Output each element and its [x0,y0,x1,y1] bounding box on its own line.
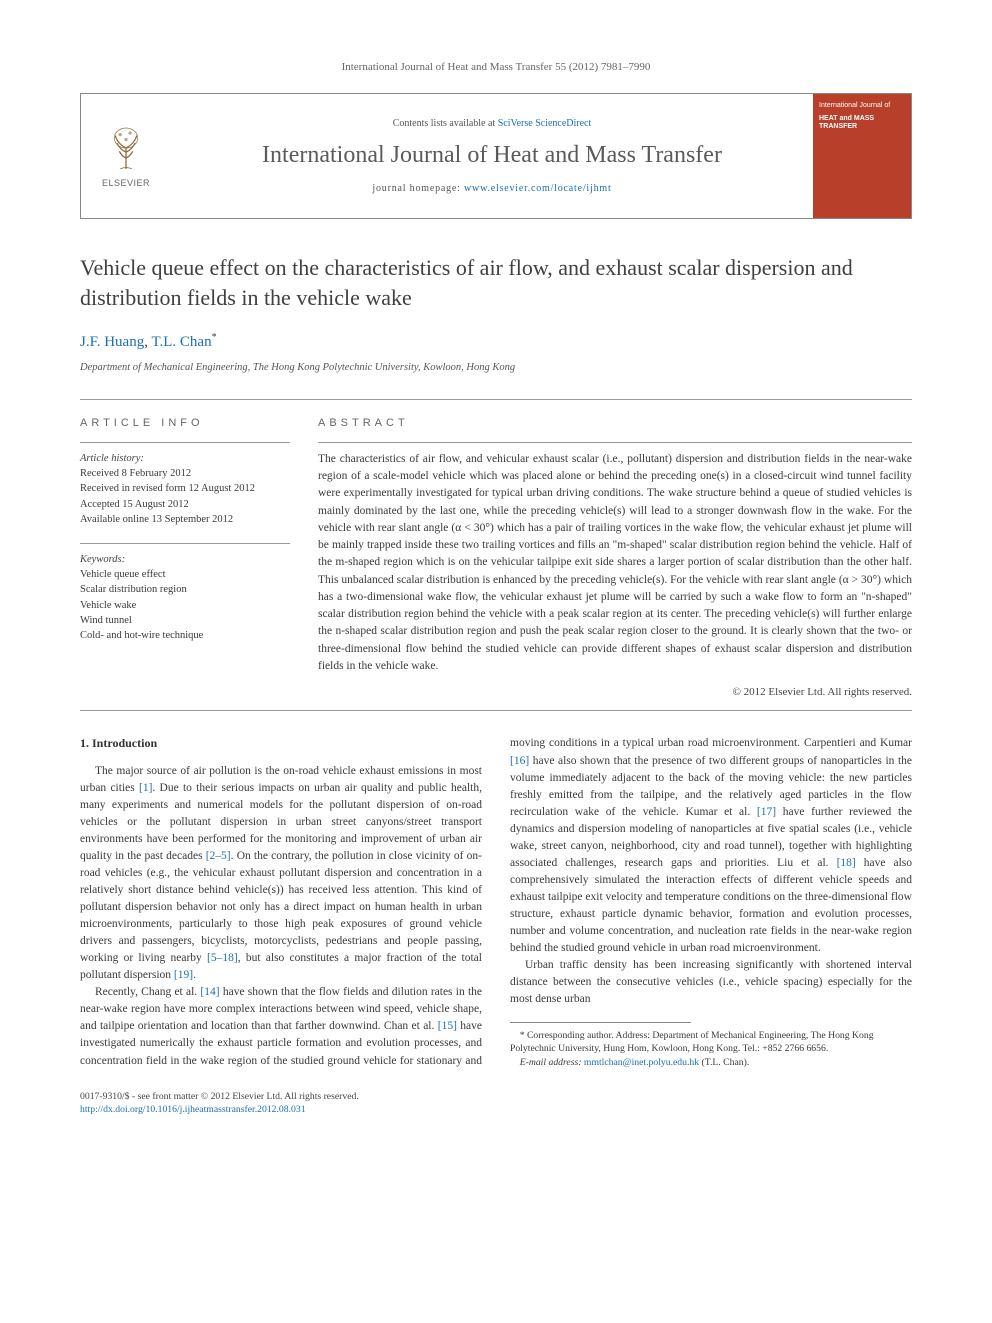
journal-cover-thumb: International Journal of HEAT and MASS T… [813,94,911,218]
publisher-logo-cell: ELSEVIER [81,94,171,218]
front-matter-line: 0017-9310/$ - see front matter © 2012 El… [80,1090,912,1104]
contents-prefix: Contents lists available at [393,118,498,129]
cite-5[interactable]: [14] [200,986,219,998]
author-link-2[interactable]: T.L. Chan [151,334,211,350]
info-divider-2 [80,543,290,544]
publisher-label: ELSEVIER [102,177,150,190]
cite-4[interactable]: [19] [174,969,193,981]
elsevier-tree-icon [101,123,151,173]
contents-available-line: Contents lists available at SciVerse Sci… [393,117,592,131]
body-two-column: 1. Introduction The major source of air … [80,735,912,1069]
abstract-text: The characteristics of air flow, and veh… [318,451,912,675]
p2a: Recently, Chang et al. [95,986,200,998]
keyword-4: Wind tunnel [80,613,290,628]
footnotes: * Corresponding author. Address: Departm… [510,1029,912,1070]
cover-title-line1: International Journal of [819,102,905,110]
keywords-block: Keywords: Vehicle queue effect Scalar di… [80,552,290,643]
keyword-5: Cold- and hot-wire technique [80,628,290,643]
info-divider-1 [80,442,290,443]
homepage-line: journal homepage: www.elsevier.com/locat… [372,182,611,196]
keyword-3: Vehicle wake [80,598,290,613]
page-footer: 0017-9310/$ - see front matter © 2012 El… [80,1090,912,1117]
email-suffix: (T.L. Chan). [699,1057,749,1068]
p1e: . [193,969,196,981]
info-abstract-row: article info Article history: Received 8… [80,416,912,700]
author-link-1[interactable]: J.F. Huang [80,334,144,350]
homepage-link[interactable]: www.elsevier.com/locate/ijhmt [464,183,612,194]
cite-8[interactable]: [17] [757,806,776,818]
cite-1[interactable]: [1] [139,782,152,794]
history-subhead: Article history: [80,451,290,466]
corresponding-marker: * [212,332,217,343]
paragraph-3: Urban traffic density has been increasin… [510,957,912,1008]
journal-title: International Journal of Heat and Mass T… [262,139,722,173]
article-info-heading: article info [80,416,290,431]
page: International Journal of Heat and Mass T… [0,0,992,1157]
article-title: Vehicle queue effect on the characterist… [80,253,912,312]
history-revised: Received in revised form 12 August 2012 [80,481,290,496]
email-footnote: E-mail address: mmtlchan@inet.polyu.edu.… [510,1056,912,1070]
cite-2[interactable]: [2–5] [206,850,231,862]
journal-header-box: ELSEVIER Contents lists available at Sci… [80,93,912,219]
article-info-column: article info Article history: Received 8… [80,416,290,700]
p1c: . On the contrary, the pollution in clos… [80,850,482,964]
doi-link[interactable]: http://dx.doi.org/10.1016/j.ijheatmasstr… [80,1104,306,1115]
cover-title-line2: HEAT and MASS TRANSFER [819,115,905,132]
keyword-1: Vehicle queue effect [80,567,290,582]
abstract-column: abstract The characteristics of air flow… [318,416,912,700]
p2f: have also comprehensively simulated the … [510,857,912,954]
abstract-copyright: © 2012 Elsevier Ltd. All rights reserved… [318,685,912,700]
email-link[interactable]: mmtlchan@inet.polyu.edu.hk [584,1057,699,1068]
cite-9[interactable]: [18] [837,857,856,869]
history-online: Available online 13 September 2012 [80,512,290,527]
abstract-heading: abstract [318,416,912,431]
divider-bottom [80,710,912,711]
journal-reference: International Journal of Heat and Mass T… [80,60,912,75]
history-received: Received 8 February 2012 [80,466,290,481]
homepage-prefix: journal homepage: [372,183,464,194]
footnote-separator [510,1022,691,1023]
section-heading-1: 1. Introduction [80,735,482,753]
email-label: E-mail address: [520,1057,584,1068]
cite-3[interactable]: [5–18] [207,952,238,964]
article-history-block: Article history: Received 8 February 201… [80,451,290,527]
keywords-subhead: Keywords: [80,552,290,567]
sciencedirect-link[interactable]: SciVerse ScienceDirect [498,118,592,129]
history-accepted: Accepted 15 August 2012 [80,497,290,512]
cite-6[interactable]: [15] [438,1020,457,1032]
header-center: Contents lists available at SciVerse Sci… [171,94,813,218]
affiliation: Department of Mechanical Engineering, Th… [80,361,912,376]
divider-top [80,399,912,400]
paragraph-1: The major source of air pollution is the… [80,763,482,984]
corresponding-footnote: * Corresponding author. Address: Departm… [510,1029,912,1056]
keyword-2: Scalar distribution region [80,582,290,597]
author-list: J.F. Huang, T.L. Chan* [80,331,912,353]
abstract-divider [318,442,912,443]
cite-7[interactable]: [16] [510,755,529,767]
